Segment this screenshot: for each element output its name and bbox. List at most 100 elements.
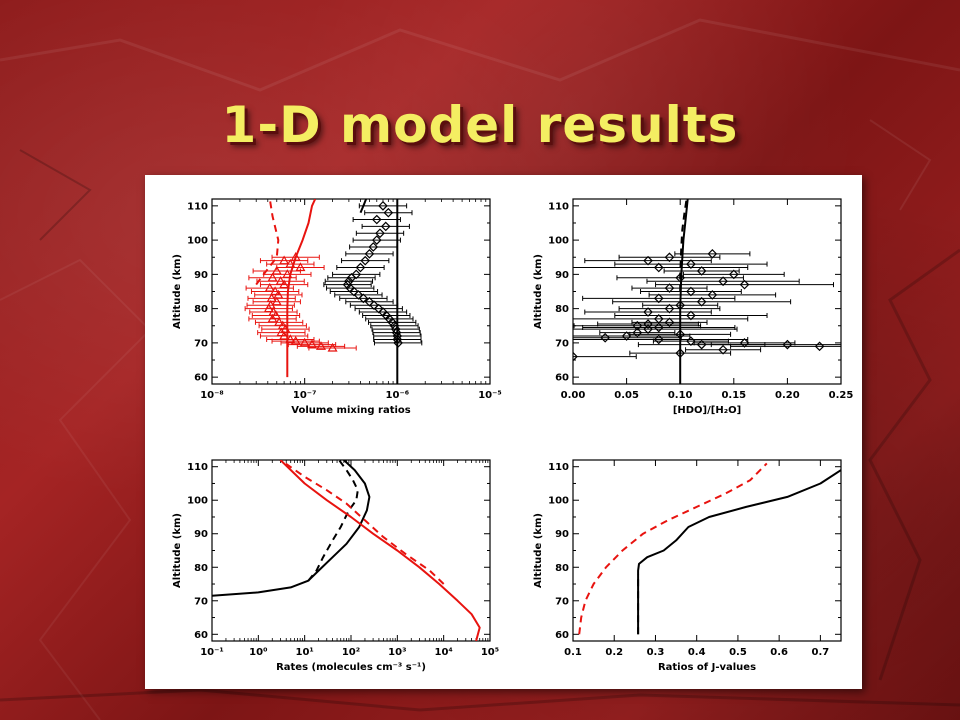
- series-line-red-solid: [286, 199, 317, 378]
- data-point: [383, 207, 394, 218]
- y-axis-label: Altitude (km): [172, 254, 183, 329]
- plot-area: [573, 199, 841, 384]
- series-line-red-solid: [279, 460, 481, 641]
- x-tick-label: 0.3: [647, 647, 665, 658]
- data-point: [653, 322, 664, 333]
- x-tick-label: 0.4: [688, 647, 706, 658]
- data-point: [739, 279, 750, 290]
- slide-title: 1-D model results: [221, 96, 739, 154]
- data-point: [643, 319, 653, 329]
- y-tick-label: 100: [548, 236, 569, 247]
- x-tick-label: 10⁰: [249, 647, 267, 658]
- data-point: [686, 310, 696, 321]
- x-tick-label: 0.00: [561, 390, 586, 401]
- x-tick-label: 10⁵: [481, 647, 499, 658]
- x-tick-label: 10⁻⁵: [478, 390, 502, 401]
- data-point: [664, 317, 675, 328]
- y-tick-label: 80: [194, 304, 208, 315]
- x-tick-label: 10²: [342, 647, 360, 658]
- data-point: [380, 221, 391, 232]
- data-point: [739, 338, 750, 348]
- plot-area: [244, 199, 423, 384]
- x-tick-label: 0.05: [614, 390, 639, 401]
- series-line-black-dashed: [679, 199, 688, 292]
- data-point: [664, 283, 675, 293]
- plot-frame: [572, 459, 842, 642]
- y-tick-label: 60: [194, 630, 208, 641]
- data-point: [621, 331, 632, 341]
- y-tick-label: 100: [187, 496, 208, 507]
- data-point: [364, 296, 375, 307]
- data-point: [696, 296, 707, 307]
- plot-area: [578, 462, 841, 635]
- data-point: [375, 228, 385, 239]
- data-point: [696, 266, 707, 276]
- x-tick-label: 10⁻⁷: [293, 390, 317, 401]
- x-tick-label: 0.7: [812, 647, 830, 658]
- data-point: [353, 290, 364, 300]
- data-point: [368, 242, 379, 252]
- x-axis-label: Rates (molecules cm⁻³ s⁻¹): [276, 662, 426, 673]
- y-tick-label: 90: [194, 529, 208, 540]
- data-point: [369, 300, 379, 311]
- series-line-black-solid: [212, 460, 371, 597]
- data-point: [686, 336, 696, 347]
- series-line-red-dashed: [578, 462, 768, 635]
- x-tick-label: 10⁻⁶: [386, 390, 410, 401]
- data-point: [718, 276, 728, 287]
- data-point: [358, 293, 369, 304]
- x-tick-label: 10¹: [296, 647, 314, 658]
- data-point: [643, 255, 653, 266]
- data-point: [686, 286, 696, 297]
- data-point: [315, 341, 327, 350]
- data-point: [360, 255, 371, 266]
- series-line-black-solid: [679, 199, 689, 384]
- y-tick-label: 100: [187, 236, 208, 247]
- data-point: [632, 327, 643, 338]
- y-tick-label: 60: [555, 630, 569, 641]
- data-point: [686, 259, 696, 269]
- x-tick-label: 10³: [388, 647, 406, 658]
- y-tick-label: 60: [555, 373, 569, 384]
- data-point: [327, 342, 338, 352]
- series-line-red-dashed: [255, 199, 280, 286]
- data-point: [653, 334, 664, 345]
- x-axis-label: [HDO]/[H₂O]: [673, 405, 741, 416]
- y-tick-label: 70: [555, 596, 569, 607]
- y-axis-label: Altitude (km): [172, 513, 183, 588]
- figure-panel: 60 70 80 90 100 110 10⁻⁸ 10⁻⁷ 10⁻⁶ 10⁻⁵ Volume mix…: [145, 175, 862, 689]
- plot-frame: [211, 459, 491, 642]
- series-line-black-solid: [359, 199, 368, 214]
- y-axis-label: Altitude (km): [533, 254, 544, 329]
- data-point: [387, 317, 398, 328]
- data-point: [707, 290, 718, 300]
- data-point: [707, 248, 718, 259]
- data-point: [632, 320, 643, 331]
- x-tick-label: 0.2: [605, 647, 623, 658]
- y-tick-label: 90: [194, 270, 208, 281]
- x-tick-label: 10⁻⁸: [200, 390, 224, 401]
- plot-hdo: 60 70 80 90 100 110 0.00 0.05 0.10 0.15 0.20 0.25 [H…: [533, 198, 853, 416]
- series-line-black-solid: [637, 469, 841, 635]
- y-tick-label: 70: [194, 596, 208, 607]
- data-point: [364, 248, 375, 259]
- data-point: [349, 286, 359, 297]
- x-tick-label: 0.20: [775, 390, 800, 401]
- data-point: [355, 262, 366, 273]
- y-tick-label: 110: [548, 201, 569, 212]
- data-point: [643, 307, 653, 317]
- x-tick-label: 10⁻¹: [200, 647, 224, 658]
- data-point: [371, 214, 382, 225]
- data-point: [643, 324, 653, 335]
- data-point: [696, 339, 707, 350]
- plot-vmr: 60 70 80 90 100 110 10⁻⁸ 10⁻⁷ 10⁻⁶ 10⁻⁵ Volume mix…: [172, 198, 502, 416]
- data-point: [814, 341, 825, 352]
- y-tick-label: 90: [555, 270, 569, 281]
- x-tick-label: 0.15: [721, 390, 746, 401]
- y-tick-label: 100: [548, 496, 569, 507]
- x-tick-label: 0.10: [668, 390, 693, 401]
- data-point: [378, 201, 388, 211]
- data-point: [718, 344, 728, 355]
- data-point: [600, 332, 611, 343]
